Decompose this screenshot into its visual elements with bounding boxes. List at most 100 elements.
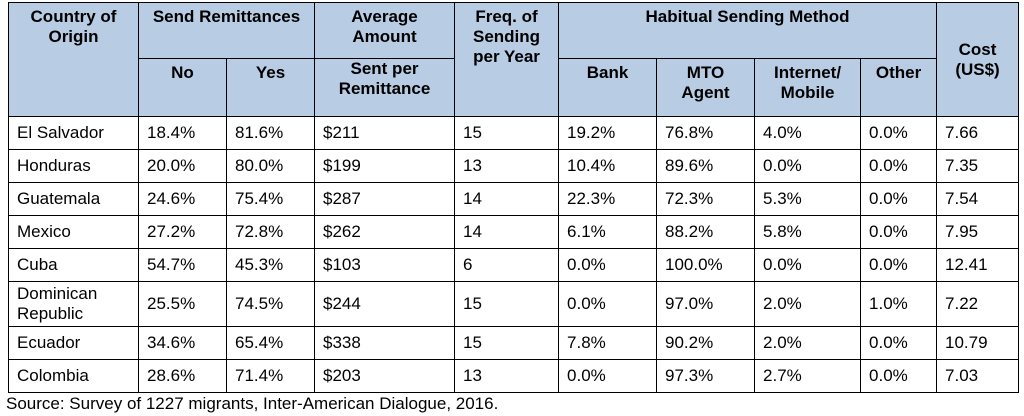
cell-average: $338 (314, 326, 456, 360)
cell-average: $287 (314, 182, 456, 216)
cell-other: 0.0% (860, 326, 938, 360)
header-internet-mobile: Internet/ Mobile (754, 58, 862, 117)
header-bank: Bank (558, 58, 658, 117)
cell-bank: 10.4% (558, 149, 658, 183)
header-send-remittances: Send Remittances (137, 2, 316, 59)
table-body: El Salvador 18.4% 81.6% $211 15 19.2% 76… (8, 116, 1020, 393)
cell-frequency: 13 (454, 149, 560, 183)
cell-bank: 0.0% (558, 359, 658, 393)
cell-cost: 7.22 (936, 281, 1020, 327)
cell-average: $262 (314, 215, 456, 249)
cell-yes: 45.3% (225, 248, 316, 282)
cell-mto: 97.0% (656, 281, 756, 327)
cell-internet: 2.0% (754, 326, 862, 360)
cell-country: Dominican Republic (8, 281, 139, 327)
cell-internet: 0.0% (754, 248, 862, 282)
cell-bank: 0.0% (558, 248, 658, 282)
cell-bank: 6.1% (558, 215, 658, 249)
cell-yes: 72.8% (225, 215, 316, 249)
cell-average: $244 (314, 281, 456, 327)
cell-no: 34.6% (138, 326, 227, 360)
table-row: Ecuador 34.6% 65.4% $338 15 7.8% 90.2% 2… (8, 326, 1020, 360)
cell-other: 0.0% (860, 248, 938, 282)
cell-no: 20.0% (138, 149, 227, 183)
cell-country: El Salvador (8, 116, 139, 150)
cell-cost: 7.35 (936, 149, 1020, 183)
cell-country: Guatemala (8, 182, 139, 216)
cell-other: 0.0% (860, 149, 938, 183)
cell-frequency: 14 (454, 215, 560, 249)
header-mto-agent: MTO Agent (656, 58, 756, 117)
table-row: Cuba 54.7% 45.3% $103 6 0.0% 100.0% 0.0%… (8, 248, 1020, 282)
cell-yes: 74.5% (225, 281, 316, 327)
cell-yes: 80.0% (225, 149, 316, 183)
header-yes: Yes (225, 58, 316, 117)
cell-other: 1.0% (860, 281, 938, 327)
cell-average: $199 (314, 149, 456, 183)
cell-other: 0.0% (860, 116, 938, 150)
header-country: Country of Origin (8, 2, 139, 117)
cell-average: $103 (314, 248, 456, 282)
source-note: Source: Survey of 1227 migrants, Inter-A… (6, 394, 499, 413)
cell-frequency: 6 (454, 248, 560, 282)
cell-no: 18.4% (138, 116, 227, 150)
cell-other: 0.0% (860, 182, 938, 216)
cell-yes: 71.4% (225, 359, 316, 393)
table-row: Dominican Republic 25.5% 74.5% $244 15 0… (8, 281, 1020, 327)
header-cost: Cost (US$) (936, 2, 1020, 117)
cell-yes: 65.4% (225, 326, 316, 360)
cell-no: 24.6% (138, 182, 227, 216)
cell-frequency: 15 (454, 116, 560, 150)
cell-internet: 0.0% (754, 149, 862, 183)
cell-frequency: 15 (454, 326, 560, 360)
cell-cost: 7.54 (936, 182, 1020, 216)
cell-yes: 81.6% (225, 116, 316, 150)
table-row: Colombia 28.6% 71.4% $203 13 0.0% 97.3% … (8, 359, 1020, 393)
cell-no: 28.6% (138, 359, 227, 393)
cell-other: 0.0% (860, 215, 938, 249)
cell-cost: 7.95 (936, 215, 1020, 249)
cell-other: 0.0% (860, 359, 938, 393)
table-row: Mexico 27.2% 72.8% $262 14 6.1% 88.2% 5.… (8, 215, 1020, 249)
cell-internet: 5.3% (754, 182, 862, 216)
cell-country: Colombia (8, 359, 139, 393)
cell-country: Cuba (8, 248, 139, 282)
header-sent-per-remittance: Sent per Remittance (314, 58, 456, 117)
table-row: El Salvador 18.4% 81.6% $211 15 19.2% 76… (8, 116, 1020, 150)
cell-mto: 88.2% (656, 215, 756, 249)
header-average-amount: Average Amount (314, 2, 456, 59)
remittance-table: Country of Origin Send Remittances Avera… (8, 2, 1020, 393)
cell-no: 25.5% (138, 281, 227, 327)
header-sending-method: Habitual Sending Method (558, 2, 938, 59)
header-no: No (138, 58, 227, 117)
table-row: Honduras 20.0% 80.0% $199 13 10.4% 89.6%… (8, 149, 1020, 183)
cell-bank: 22.3% (558, 182, 658, 216)
cell-cost: 10.79 (936, 326, 1020, 360)
cell-cost: 12.41 (936, 248, 1020, 282)
cell-frequency: 13 (454, 359, 560, 393)
table-row: Guatemala 24.6% 75.4% $287 14 22.3% 72.3… (8, 182, 1020, 216)
cell-internet: 4.0% (754, 116, 862, 150)
cell-average: $211 (314, 116, 456, 150)
cell-country: Mexico (8, 215, 139, 249)
table-header: Country of Origin Send Remittances Avera… (8, 2, 1020, 117)
cell-mto: 72.3% (656, 182, 756, 216)
cell-internet: 2.0% (754, 281, 862, 327)
cell-mto: 97.3% (656, 359, 756, 393)
header-other: Other (860, 58, 938, 117)
cell-bank: 19.2% (558, 116, 658, 150)
header-frequency: Freq. of Sending per Year (454, 2, 560, 117)
cell-internet: 5.8% (754, 215, 862, 249)
cell-country: Ecuador (8, 326, 139, 360)
cell-frequency: 14 (454, 182, 560, 216)
cell-mto: 100.0% (656, 248, 756, 282)
cell-mto: 89.6% (656, 149, 756, 183)
cell-bank: 7.8% (558, 326, 658, 360)
cell-yes: 75.4% (225, 182, 316, 216)
cell-no: 27.2% (138, 215, 227, 249)
cell-internet: 2.7% (754, 359, 862, 393)
cell-mto: 76.8% (656, 116, 756, 150)
cell-country: Honduras (8, 149, 139, 183)
cell-cost: 7.66 (936, 116, 1020, 150)
